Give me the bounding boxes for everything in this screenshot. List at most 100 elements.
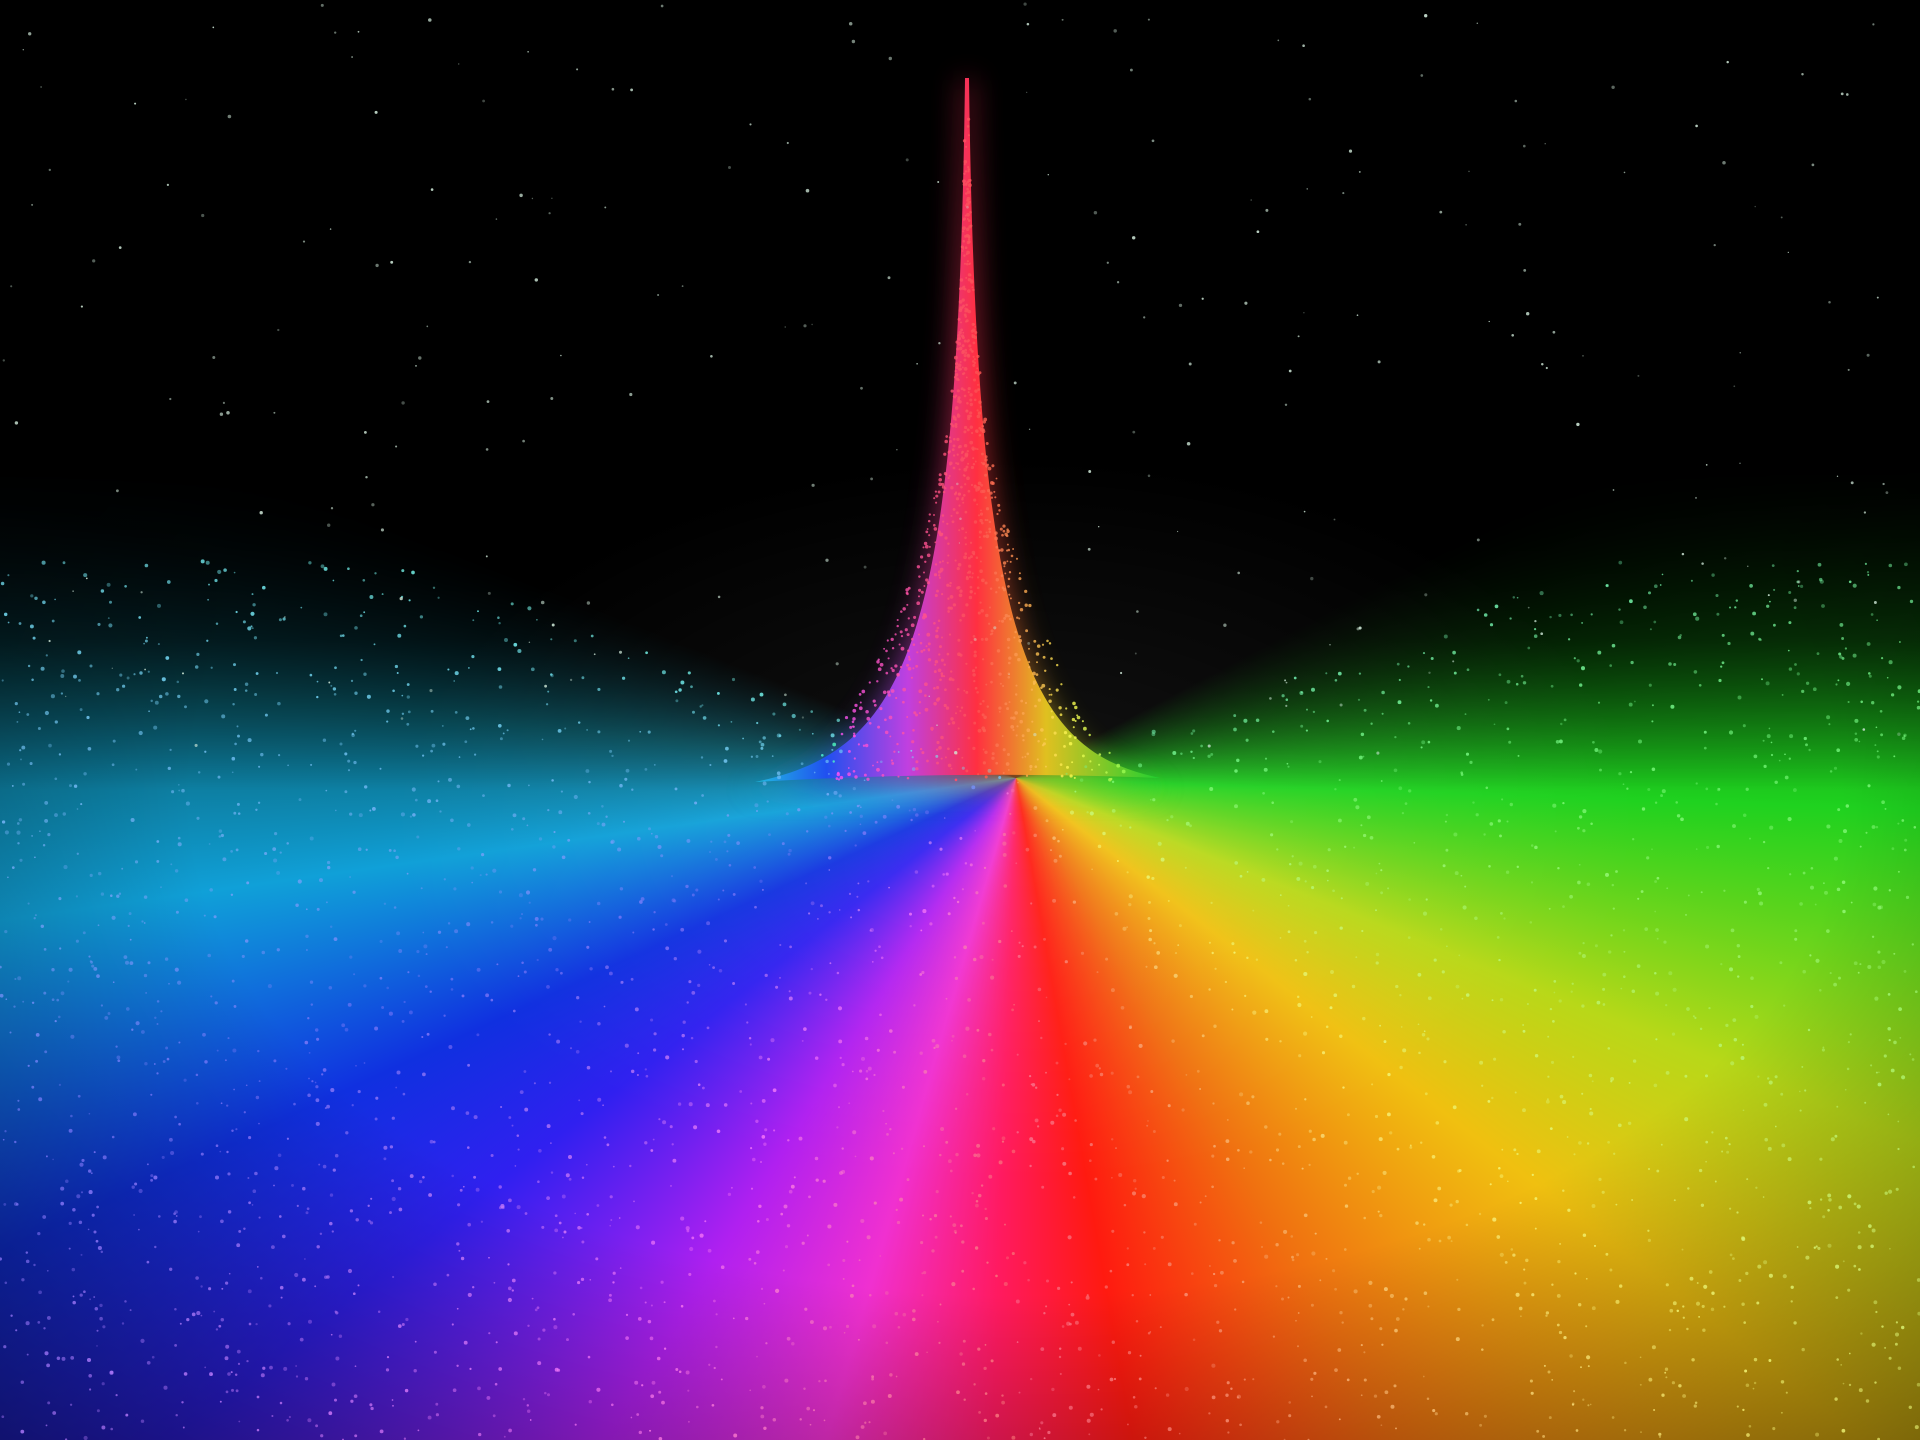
speckle [1311,1395,1313,1398]
speckle [360,658,363,662]
speckle [1640,890,1644,893]
spike-speckle [977,773,980,776]
speckle [325,901,328,904]
speckle [110,894,113,897]
spike-speckle [1007,577,1011,581]
star [320,3,324,7]
speckle [512,813,517,818]
speckle [974,829,977,832]
star [1518,222,1522,226]
spike-speckle [973,679,976,683]
speckle [1041,1185,1045,1189]
spike-speckle [904,628,908,632]
speckle [1064,960,1068,964]
spike-speckle [1048,699,1052,703]
spike-speckle [968,178,972,182]
speckle [1834,1134,1838,1138]
spike-speckle [902,607,906,611]
spike-speckle [959,278,964,282]
speckle [836,1126,839,1129]
spike-speckle [946,652,950,656]
speckle [174,869,179,873]
speckle [979,954,984,960]
speckle [287,1322,291,1326]
spike-speckle [854,703,858,708]
speckle [1665,1376,1668,1379]
star [115,489,119,493]
spike-speckle [837,778,841,781]
speckle [845,1324,850,1328]
speckle [972,957,977,962]
speckle [156,859,160,863]
speckle [145,636,148,639]
speckle [247,1177,250,1179]
star [22,48,25,51]
speckle [330,1088,335,1093]
spike-speckle [989,587,993,590]
speckle [1860,700,1863,704]
speckle [1846,1067,1850,1071]
speckle [1210,752,1214,756]
speckle [580,1226,583,1230]
speckle [711,1403,715,1407]
spike-speckle [918,700,922,704]
speckle [756,1355,758,1358]
speckle [175,1215,178,1217]
spike-speckle [854,775,858,779]
speckle [332,579,335,582]
speckle [1684,1074,1688,1078]
speckle [1499,834,1502,838]
speckle [1655,928,1659,932]
spike-speckle [947,554,950,557]
speckle [1914,1425,1919,1430]
spike-speckle [933,686,936,690]
speckle [230,893,234,897]
star [1151,139,1155,143]
star [551,197,553,199]
speckle [419,615,424,619]
spike-speckle [977,383,979,386]
speckle [1631,1199,1633,1201]
speckle [33,917,36,920]
star [1186,441,1191,446]
speckle [448,777,452,782]
speckle [138,1228,140,1231]
speckle [1064,1042,1067,1046]
speckle [688,980,692,984]
spike-speckle [890,667,893,670]
spike-speckle [964,348,967,352]
speckle [1578,863,1581,866]
speckle [1750,1004,1754,1009]
speckle [218,829,223,833]
speckle [1043,937,1046,941]
speckle [1305,729,1308,732]
speckle [96,1409,100,1413]
star [966,205,969,209]
speckle [1736,1405,1739,1408]
speckle [1809,954,1812,957]
speckle [609,749,613,753]
spike-speckle [998,619,1001,623]
speckle [1732,1257,1735,1260]
speckle [954,1107,958,1110]
speckle [1876,619,1878,622]
speckle [314,1285,317,1288]
speckle [671,1143,674,1146]
speckle [235,610,238,614]
spike-speckle [957,342,962,346]
spike-speckle [868,721,872,725]
spike-speckle [1009,560,1012,563]
star [544,684,547,688]
speckle [949,1169,953,1173]
speckle [177,836,181,840]
speckle [146,1163,149,1166]
speckle [1151,876,1155,880]
speckle [1570,990,1573,993]
speckle [395,1086,398,1089]
speckle [379,976,383,980]
speckle [1602,972,1607,977]
speckle [911,756,914,759]
spike-speckle [967,168,971,171]
speckle [1321,1051,1326,1055]
speckle [1303,971,1308,977]
